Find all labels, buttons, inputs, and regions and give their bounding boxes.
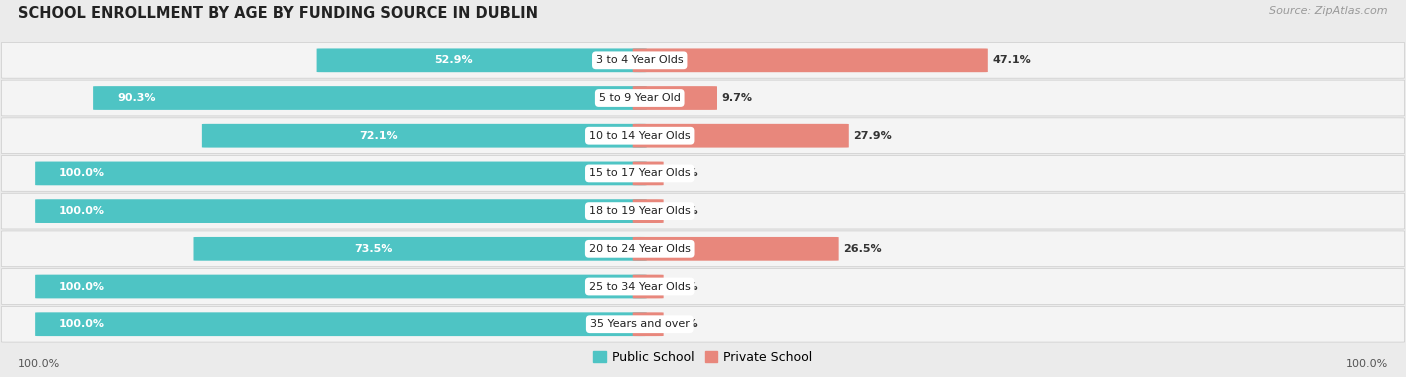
Text: 25 to 34 Year Olds: 25 to 34 Year Olds [589, 282, 690, 291]
Text: 100.0%: 100.0% [59, 282, 105, 291]
Text: 90.3%: 90.3% [117, 93, 156, 103]
Legend: Public School, Private School: Public School, Private School [588, 346, 818, 369]
FancyBboxPatch shape [633, 199, 664, 223]
FancyBboxPatch shape [633, 161, 664, 185]
FancyBboxPatch shape [1, 193, 1405, 229]
FancyBboxPatch shape [194, 237, 647, 261]
FancyBboxPatch shape [35, 199, 647, 223]
FancyBboxPatch shape [1, 118, 1405, 153]
FancyBboxPatch shape [1, 307, 1405, 342]
FancyBboxPatch shape [633, 274, 664, 299]
FancyBboxPatch shape [633, 124, 849, 147]
FancyBboxPatch shape [1, 269, 1405, 304]
Text: 20 to 24 Year Olds: 20 to 24 Year Olds [589, 244, 690, 254]
FancyBboxPatch shape [633, 86, 717, 110]
Text: 9.7%: 9.7% [721, 93, 752, 103]
Text: Source: ZipAtlas.com: Source: ZipAtlas.com [1270, 6, 1388, 16]
Text: 100.0%: 100.0% [1346, 359, 1388, 369]
Text: 18 to 19 Year Olds: 18 to 19 Year Olds [589, 206, 690, 216]
Text: 5 to 9 Year Old: 5 to 9 Year Old [599, 93, 681, 103]
Text: 15 to 17 Year Olds: 15 to 17 Year Olds [589, 169, 690, 178]
Text: 35 Years and over: 35 Years and over [589, 319, 690, 329]
FancyBboxPatch shape [633, 48, 988, 72]
Text: 0.0%: 0.0% [668, 282, 699, 291]
FancyBboxPatch shape [633, 312, 664, 336]
Text: 27.9%: 27.9% [853, 131, 891, 141]
FancyBboxPatch shape [202, 124, 647, 147]
Text: 100.0%: 100.0% [59, 319, 105, 329]
Text: 0.0%: 0.0% [668, 319, 699, 329]
Text: 10 to 14 Year Olds: 10 to 14 Year Olds [589, 131, 690, 141]
FancyBboxPatch shape [35, 274, 647, 299]
FancyBboxPatch shape [1, 231, 1405, 267]
Text: 73.5%: 73.5% [354, 244, 392, 254]
Text: 47.1%: 47.1% [993, 55, 1031, 65]
FancyBboxPatch shape [1, 43, 1405, 78]
FancyBboxPatch shape [93, 86, 647, 110]
Text: 26.5%: 26.5% [842, 244, 882, 254]
Text: 0.0%: 0.0% [668, 169, 699, 178]
FancyBboxPatch shape [35, 312, 647, 336]
Text: 72.1%: 72.1% [360, 131, 398, 141]
Text: 100.0%: 100.0% [18, 359, 60, 369]
FancyBboxPatch shape [316, 48, 647, 72]
Text: 3 to 4 Year Olds: 3 to 4 Year Olds [596, 55, 683, 65]
Text: SCHOOL ENROLLMENT BY AGE BY FUNDING SOURCE IN DUBLIN: SCHOOL ENROLLMENT BY AGE BY FUNDING SOUR… [18, 6, 538, 21]
FancyBboxPatch shape [1, 156, 1405, 191]
Text: 100.0%: 100.0% [59, 169, 105, 178]
Text: 52.9%: 52.9% [434, 55, 472, 65]
FancyBboxPatch shape [633, 237, 838, 261]
FancyBboxPatch shape [35, 161, 647, 185]
Text: 100.0%: 100.0% [59, 206, 105, 216]
FancyBboxPatch shape [1, 80, 1405, 116]
Text: 0.0%: 0.0% [668, 206, 699, 216]
